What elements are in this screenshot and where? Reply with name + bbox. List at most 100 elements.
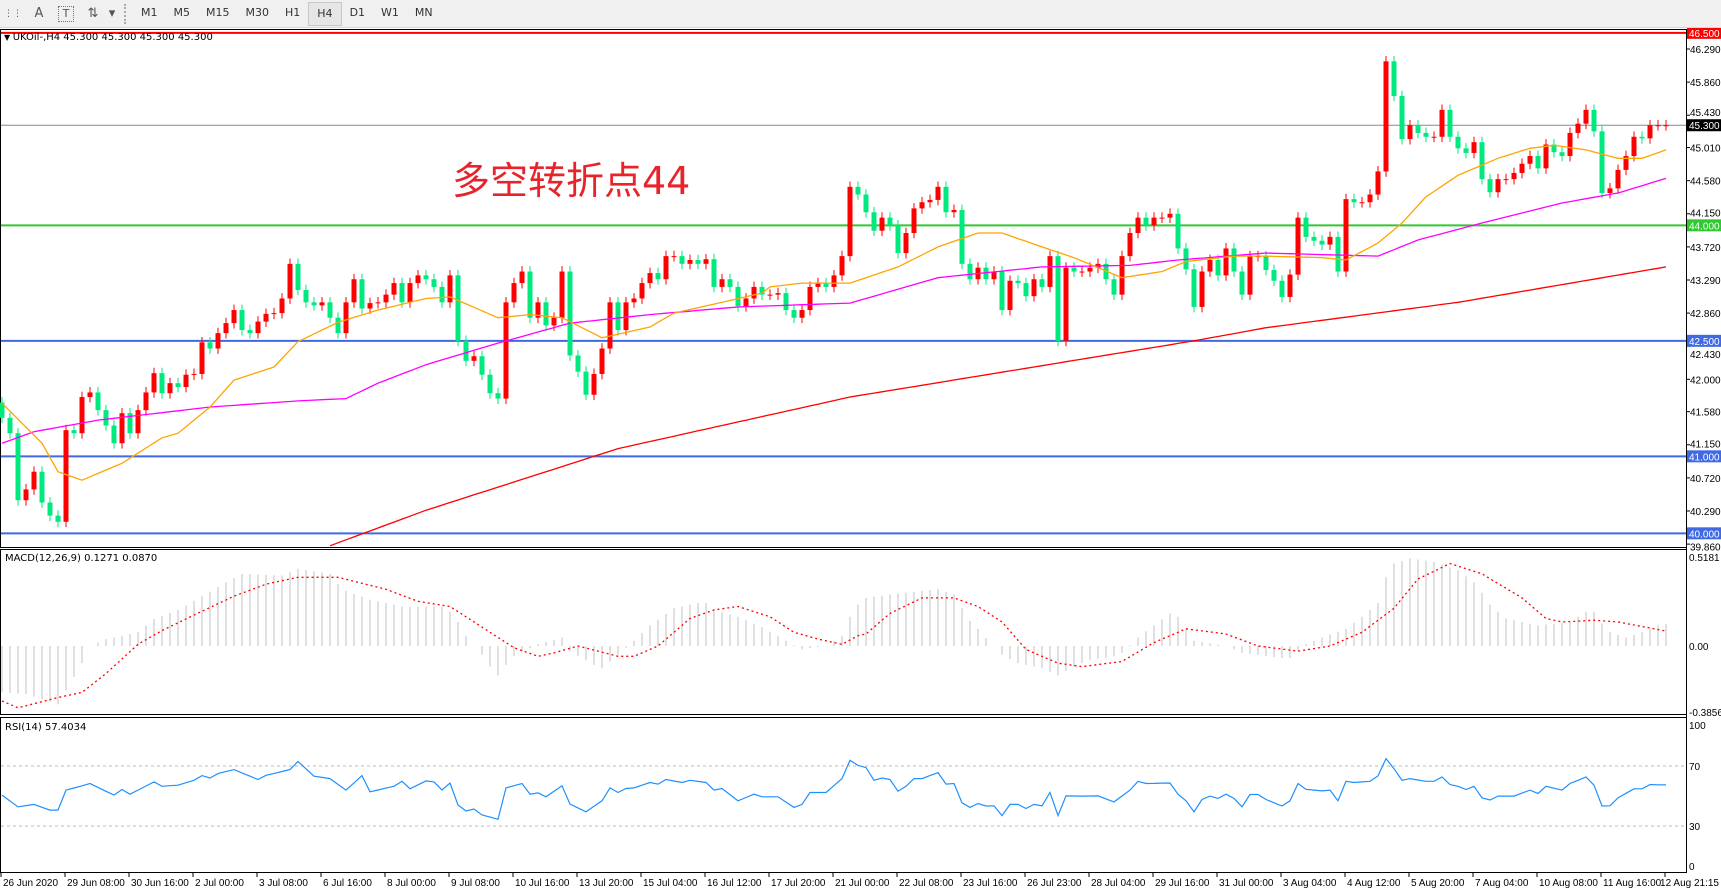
candle-up xyxy=(775,293,781,295)
candle-up xyxy=(1087,267,1093,272)
timeframe-mn[interactable]: MN xyxy=(414,6,433,19)
candle-up xyxy=(1135,217,1141,234)
timeframe-d1[interactable]: D1 xyxy=(349,6,366,19)
candle-up xyxy=(191,373,197,375)
candle-down xyxy=(1639,136,1645,139)
candle-down xyxy=(575,355,581,372)
candle-down xyxy=(439,286,445,303)
timeframe-m1[interactable]: M1 xyxy=(141,6,158,19)
time-tick-label: 7 Aug 04:00 xyxy=(1475,878,1529,889)
candle-up xyxy=(1631,136,1637,157)
arrows-icon[interactable]: ⇅ xyxy=(87,6,99,21)
candle-up xyxy=(1151,217,1157,226)
rsi-tick-label: 0 xyxy=(1689,862,1695,873)
candle-up xyxy=(1007,280,1013,311)
price-tick-label: 45.430 xyxy=(1690,108,1721,119)
main-pane-border xyxy=(0,29,1687,548)
candle-down xyxy=(1479,142,1485,180)
dropdown-icon[interactable]: ▾ xyxy=(108,6,116,21)
candle-up xyxy=(719,279,725,287)
candle-down xyxy=(1263,256,1269,270)
timeframe-h1[interactable]: H1 xyxy=(285,6,301,19)
grid-icon[interactable]: ⋮⋮ xyxy=(4,8,22,19)
candle-up xyxy=(1655,125,1661,127)
candle-down xyxy=(111,425,117,444)
candle-down xyxy=(103,410,109,426)
candle-up xyxy=(183,374,189,388)
candle-down xyxy=(615,302,621,331)
candle-down xyxy=(71,430,77,434)
candle-up xyxy=(1567,132,1573,157)
time-tick-label: 5 Aug 20:00 xyxy=(1411,878,1465,889)
macd-header: MACD(12,26,9) 0.1271 0.0870 xyxy=(5,553,158,564)
candle-down xyxy=(1351,199,1357,203)
candle-down xyxy=(295,263,301,291)
candle-up xyxy=(519,271,525,284)
candle-down xyxy=(1271,269,1277,281)
candle-down xyxy=(207,342,213,349)
candle-up xyxy=(647,273,653,284)
candle-up xyxy=(599,348,605,374)
candle-down xyxy=(1599,131,1605,193)
macd-tick-label: -0.3856 xyxy=(1689,708,1721,719)
candle-up xyxy=(1431,136,1437,138)
time-tick-label: 4 Aug 12:00 xyxy=(1347,878,1401,889)
candle-up xyxy=(935,186,941,200)
candle-up xyxy=(1159,217,1165,219)
candle-down xyxy=(39,471,45,503)
level-label: 46.500 xyxy=(1689,29,1720,40)
timeframe-w1[interactable]: W1 xyxy=(381,6,399,19)
candle-up xyxy=(991,271,997,280)
text-label-icon[interactable]: A xyxy=(34,6,44,21)
candle-down xyxy=(695,259,701,264)
timeframe-m15[interactable]: M15 xyxy=(206,6,230,19)
level-badge xyxy=(1687,527,1721,540)
level-badge xyxy=(1687,219,1721,232)
price-tick-label: 45.860 xyxy=(1690,78,1721,89)
candle-down xyxy=(159,373,165,394)
candle-up xyxy=(1047,256,1053,287)
time-tick-label: 30 Jun 16:00 xyxy=(131,878,189,889)
candle-up xyxy=(1647,125,1653,139)
candle-up xyxy=(1527,156,1533,164)
candle-down xyxy=(303,290,309,303)
candle-up xyxy=(751,286,757,299)
candle-down xyxy=(959,209,965,264)
candle-down xyxy=(1231,248,1237,272)
timeframe-h4[interactable]: H4 xyxy=(308,1,342,26)
level-label: 42.500 xyxy=(1689,337,1720,348)
collapse-icon[interactable]: ▼ xyxy=(4,33,13,42)
candle-down xyxy=(527,271,533,318)
candle-down xyxy=(655,273,661,280)
level-label: 44.000 xyxy=(1689,221,1720,232)
candle-down xyxy=(1175,213,1181,249)
candle-down xyxy=(1455,136,1461,149)
candle-up xyxy=(815,283,821,287)
rsi-pane xyxy=(1,757,1686,827)
candle-down xyxy=(1335,236,1341,272)
ma-slow-line xyxy=(329,266,1667,547)
rsi-line xyxy=(1,757,1667,821)
annotation-text[interactable]: 多空转折点44 xyxy=(452,159,691,203)
macd-pane xyxy=(1,558,1667,709)
candle-up xyxy=(287,263,293,299)
timeframe-m5[interactable]: M5 xyxy=(173,6,191,19)
timeframe-m30[interactable]: M30 xyxy=(245,6,270,19)
candle-up xyxy=(1375,171,1381,195)
candle-up xyxy=(1295,217,1301,275)
candle-up xyxy=(391,283,397,295)
text-box-icon[interactable]: T xyxy=(58,5,74,22)
candle-down xyxy=(399,283,405,303)
candle-up xyxy=(511,283,517,303)
candle-up xyxy=(607,302,613,349)
rsi-header: RSI(14) 57.4034 xyxy=(5,722,87,733)
time-tick-label: 22 Jul 08:00 xyxy=(899,878,954,889)
candle-up xyxy=(663,256,669,280)
candle-down xyxy=(1463,148,1469,153)
candle-down xyxy=(855,186,861,195)
candle-down xyxy=(495,393,501,399)
price-tick-label: 43.720 xyxy=(1690,243,1721,254)
time-tick-label: 10 Jul 16:00 xyxy=(515,878,570,889)
candle-up xyxy=(1247,256,1253,295)
